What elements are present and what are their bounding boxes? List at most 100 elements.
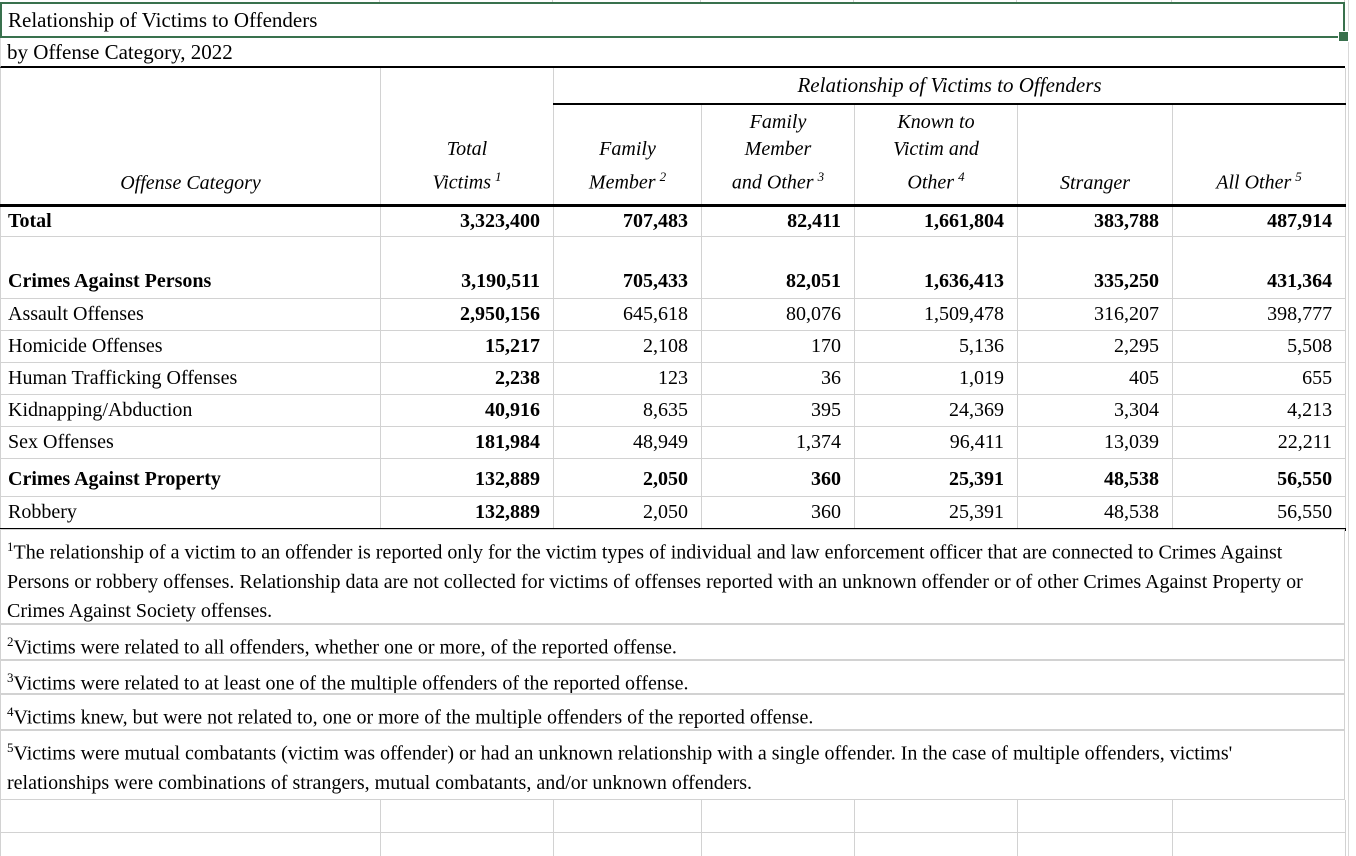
row-value-cell[interactable]: 15,217	[380, 330, 554, 363]
row-value-cell[interactable]: 170	[701, 330, 855, 363]
column-header[interactable]: Family Member 2	[553, 104, 702, 207]
row-value-cell[interactable]: 2,950,156	[380, 298, 554, 331]
empty-cell[interactable]	[1017, 800, 1173, 833]
row-value-cell[interactable]: 25,391	[854, 496, 1018, 531]
table-row: Crimes Against Persons 3,190,511 705,433 82…	[0, 236, 1347, 299]
empty-cell[interactable]	[1172, 832, 1346, 856]
empty-cell[interactable]	[854, 800, 1018, 833]
row-value-cell[interactable]: 1,661,804	[854, 205, 1018, 237]
selected-title-cell[interactable]: Relationship of Victims to Offenders	[0, 2, 1349, 42]
table-row: Assault Offenses 2,950,156 645,618 80,076 1,…	[0, 298, 1347, 331]
row-value-cell[interactable]: 383,788	[1017, 205, 1173, 237]
row-category-cell[interactable]: Human Trafficking Offenses	[0, 362, 381, 395]
row-value-cell[interactable]: 56,550	[1172, 458, 1347, 497]
table-row: Sex Offenses 181,984 48,949 1,374 96,411 13,0…	[0, 426, 1347, 459]
row-value-cell[interactable]: 2,050	[553, 458, 702, 497]
row-value-cell[interactable]: 22,211	[1172, 426, 1347, 459]
empty-cell[interactable]	[380, 800, 554, 833]
row-value-cell[interactable]: 360	[701, 458, 855, 497]
row-value-cell[interactable]: 360	[701, 496, 855, 531]
column-header[interactable]: Family Member and Other 3	[701, 104, 855, 207]
row-value-cell[interactable]: 4,213	[1172, 394, 1347, 427]
row-value-cell[interactable]: 40,916	[380, 394, 554, 427]
empty-cell[interactable]	[854, 832, 1018, 856]
empty-cell[interactable]	[553, 800, 702, 833]
column-header-offense-category[interactable]: Offense Category	[0, 68, 381, 207]
row-category-cell[interactable]: Kidnapping/Abduction	[0, 394, 381, 427]
row-value-cell[interactable]: 3,304	[1017, 394, 1173, 427]
empty-cell[interactable]	[701, 800, 855, 833]
row-value-cell[interactable]: 3,323,400	[380, 205, 554, 237]
row-value-cell[interactable]: 1,636,413	[854, 236, 1018, 299]
row-value-cell[interactable]: 48,949	[553, 426, 702, 459]
column-header[interactable]: Stranger	[1017, 104, 1173, 207]
row-value-cell[interactable]: 25,391	[854, 458, 1018, 497]
row-value-cell[interactable]: 316,207	[1017, 298, 1173, 331]
row-value-cell[interactable]: 8,635	[553, 394, 702, 427]
footnote[interactable]: 1The relationship of a victim to an offe…	[0, 529, 1345, 624]
footnote[interactable]: 5Victims were mutual combatants (victim …	[0, 730, 1345, 800]
row-value-cell[interactable]: 487,914	[1172, 205, 1347, 237]
table-row: Homicide Offenses 15,217 2,108 170 5,136 2,29…	[0, 330, 1347, 363]
row-value-cell[interactable]: 395	[701, 394, 855, 427]
empty-cell[interactable]	[0, 832, 381, 856]
column-header[interactable]: Known to Victim and Other 4	[854, 104, 1018, 207]
footnote[interactable]: 4Victims knew, but were not related to, …	[0, 694, 1345, 730]
row-category-cell[interactable]: Crimes Against Property	[0, 458, 381, 497]
empty-cell[interactable]	[1172, 800, 1346, 833]
row-value-cell[interactable]: 2,295	[1017, 330, 1173, 363]
row-value-cell[interactable]: 5,508	[1172, 330, 1347, 363]
row-value-cell[interactable]: 1,509,478	[854, 298, 1018, 331]
row-value-cell[interactable]: 335,250	[1017, 236, 1173, 299]
row-value-cell[interactable]: 80,076	[701, 298, 855, 331]
row-category-cell[interactable]: Homicide Offenses	[0, 330, 381, 363]
column-header[interactable]: All Other 5	[1172, 104, 1347, 207]
footnote[interactable]: 2Victims were related to all offenders, …	[0, 624, 1345, 660]
row-value-cell[interactable]: 132,889	[380, 496, 554, 531]
row-value-cell[interactable]: 431,364	[1172, 236, 1347, 299]
right-gridline	[1348, 0, 1349, 856]
group-header-cell[interactable]: Relationship of Victims to Offenders	[553, 68, 1347, 105]
row-category-cell[interactable]: Assault Offenses	[0, 298, 381, 331]
row-value-cell[interactable]: 3,190,511	[380, 236, 554, 299]
row-value-cell[interactable]: 707,483	[553, 205, 702, 237]
row-value-cell[interactable]: 82,051	[701, 236, 855, 299]
row-value-cell[interactable]: 132,889	[380, 458, 554, 497]
row-value-cell[interactable]: 705,433	[553, 236, 702, 299]
row-value-cell[interactable]: 48,538	[1017, 496, 1173, 531]
row-category-cell[interactable]: Crimes Against Persons	[0, 236, 381, 299]
row-value-cell[interactable]: 2,238	[380, 362, 554, 395]
row-value-cell[interactable]: 96,411	[854, 426, 1018, 459]
row-value-cell[interactable]: 645,618	[553, 298, 702, 331]
row-value-cell[interactable]: 48,538	[1017, 458, 1173, 497]
row-value-cell[interactable]: 181,984	[380, 426, 554, 459]
table-row: Kidnapping/Abduction 40,916 8,635 395 24,369…	[0, 394, 1347, 427]
table-row: Crimes Against Property 132,889 2,050 360 25…	[0, 458, 1347, 497]
empty-cell[interactable]	[701, 832, 855, 856]
row-value-cell[interactable]: 405	[1017, 362, 1173, 395]
row-value-cell[interactable]: 398,777	[1172, 298, 1347, 331]
subtitle-cell[interactable]: by Offense Category, 2022	[0, 38, 1345, 68]
row-value-cell[interactable]: 5,136	[854, 330, 1018, 363]
row-value-cell[interactable]: 36	[701, 362, 855, 395]
fill-handle[interactable]	[1338, 31, 1349, 42]
row-value-cell[interactable]: 82,411	[701, 205, 855, 237]
row-value-cell[interactable]: 123	[553, 362, 702, 395]
row-category-cell[interactable]: Sex Offenses	[0, 426, 381, 459]
empty-cell[interactable]	[1017, 832, 1173, 856]
empty-cell[interactable]	[380, 832, 554, 856]
row-category-cell[interactable]: Robbery	[0, 496, 381, 531]
footnote[interactable]: 3Victims were related to at least one of…	[0, 660, 1345, 694]
row-value-cell[interactable]: 24,369	[854, 394, 1018, 427]
row-value-cell[interactable]: 655	[1172, 362, 1347, 395]
row-value-cell[interactable]: 1,374	[701, 426, 855, 459]
row-value-cell[interactable]: 2,050	[553, 496, 702, 531]
empty-cell[interactable]	[0, 800, 381, 833]
row-value-cell[interactable]: 13,039	[1017, 426, 1173, 459]
column-header-total-victims[interactable]: Total Victims 1	[380, 68, 554, 207]
row-value-cell[interactable]: 1,019	[854, 362, 1018, 395]
row-value-cell[interactable]: 56,550	[1172, 496, 1347, 531]
empty-cell[interactable]	[553, 832, 702, 856]
row-value-cell[interactable]: 2,108	[553, 330, 702, 363]
row-category-cell[interactable]: Total	[0, 205, 381, 237]
